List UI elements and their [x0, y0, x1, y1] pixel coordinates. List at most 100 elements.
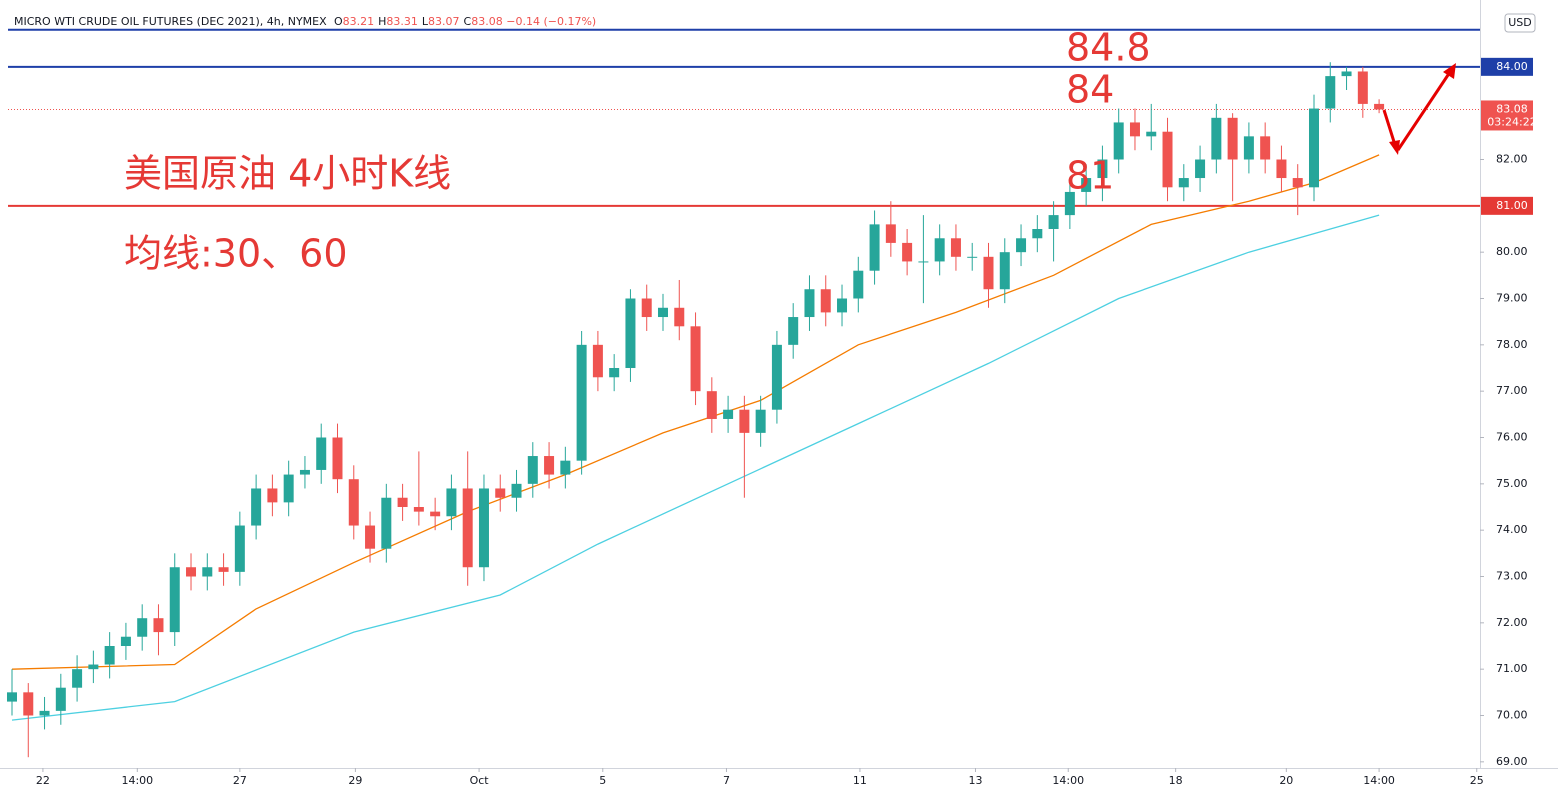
candle-body [950, 238, 961, 257]
candle-body [55, 687, 66, 711]
symbol: MICRO WTI CRUDE OIL FUTURES (DEC 2021), … [14, 15, 327, 28]
candle-body [609, 368, 620, 378]
candle-body [23, 692, 34, 716]
candle-body [202, 567, 213, 577]
y-tick-label: 70.00 [1496, 709, 1528, 722]
candle-body [1032, 229, 1043, 239]
candle-body [251, 488, 262, 526]
candle-body [1374, 103, 1385, 110]
candle-body [723, 409, 734, 419]
candle-body [837, 298, 848, 313]
candle-body [706, 391, 717, 419]
candle-body [1064, 191, 1075, 216]
candle-body [153, 618, 164, 633]
x-tick-label: 22 [36, 774, 50, 787]
y-tick-label: 73.00 [1496, 570, 1528, 583]
price-box [1481, 100, 1533, 131]
annotation: 81 [1066, 154, 1114, 198]
x-tick-label: Oct [470, 774, 490, 787]
candle-body [560, 460, 571, 475]
candle-body [755, 409, 766, 433]
candle-body [169, 567, 180, 633]
candle-body [641, 298, 652, 318]
x-tick-label: 27 [233, 774, 247, 787]
moving-average [11, 214, 1380, 721]
candle-body [1325, 76, 1336, 109]
x-tick-label: 29 [348, 774, 362, 787]
annotation: 84.8 [1066, 26, 1151, 70]
change: −0.14 (−0.17%) [506, 15, 596, 28]
candle-body [332, 437, 343, 480]
annotation: 美国原油 4小时K线 [124, 152, 451, 196]
x-tick-label: 11 [853, 774, 867, 787]
candle-body [1227, 117, 1238, 160]
currency-box[interactable] [1504, 13, 1536, 33]
candle-body [39, 710, 50, 716]
x-tick-label: 25 [1470, 774, 1484, 787]
candle-body [820, 289, 831, 313]
candle-body [804, 289, 815, 318]
price-box [1481, 196, 1533, 215]
candle-body [495, 488, 506, 498]
candle-body [1341, 71, 1352, 77]
candle-body [137, 618, 148, 637]
candle-body [6, 692, 17, 702]
candle-body [316, 437, 327, 470]
candle-body [1195, 159, 1206, 179]
ohlc-value: 83.07 [428, 15, 460, 28]
candle-body [967, 256, 978, 258]
header: MICRO WTI CRUDE OIL FUTURES (DEC 2021), … [14, 15, 596, 28]
candle-body [674, 307, 685, 327]
candle-body [1113, 122, 1124, 160]
candle-body [446, 488, 457, 517]
candle-body [186, 567, 197, 577]
candle-body [1308, 108, 1319, 188]
y-tick-label: 82.00 [1496, 153, 1528, 166]
y-tick-label: 69.00 [1496, 755, 1528, 768]
annotation: 84 [1066, 68, 1114, 112]
candle-body [1357, 71, 1368, 104]
ohlc-label: L [422, 15, 429, 28]
candle-body [234, 525, 245, 572]
candle-body [72, 669, 83, 688]
candle-body [576, 344, 587, 461]
candle-body [1016, 238, 1027, 253]
plot [6, 28, 1480, 758]
candle-body [1243, 136, 1254, 160]
candle-body [690, 326, 701, 392]
candle-body [104, 646, 115, 665]
price-label: 83.08 [1496, 102, 1528, 115]
candle-body [381, 497, 392, 549]
candle-body [365, 525, 376, 549]
candle-body [511, 483, 522, 498]
price-label: 84.00 [1496, 60, 1528, 73]
candle-body [283, 474, 294, 503]
x-tick-label: 7 [723, 774, 730, 787]
candle-body [544, 456, 555, 475]
candle-body [1146, 131, 1157, 137]
arrow-drawing [1382, 63, 1456, 155]
candle-body [869, 224, 880, 271]
y-tick-label: 71.00 [1496, 662, 1528, 675]
x-tick-label: 14:00 [1363, 774, 1395, 787]
ohlc-value: 83.21 [343, 15, 375, 28]
candle-body [1097, 159, 1108, 179]
countdown: 03:24:22 [1487, 115, 1536, 128]
candle-body [413, 507, 424, 512]
currency[interactable]: USD [1508, 16, 1532, 29]
x-tick-label: 14:00 [1052, 774, 1084, 787]
candle-body [885, 224, 896, 243]
price-label: 81.00 [1496, 199, 1528, 212]
candle-body [299, 469, 310, 475]
y-tick-label: 74.00 [1496, 523, 1528, 536]
candle-body [1260, 136, 1271, 160]
candle-body [88, 664, 99, 670]
candle-body [397, 497, 408, 508]
ohlc-label: O [334, 15, 343, 28]
candle-body [625, 298, 636, 369]
candle-body [592, 344, 603, 378]
x-tick-label: 14:00 [121, 774, 153, 787]
y-tick-label: 77.00 [1496, 384, 1528, 397]
candle-body [983, 256, 994, 290]
